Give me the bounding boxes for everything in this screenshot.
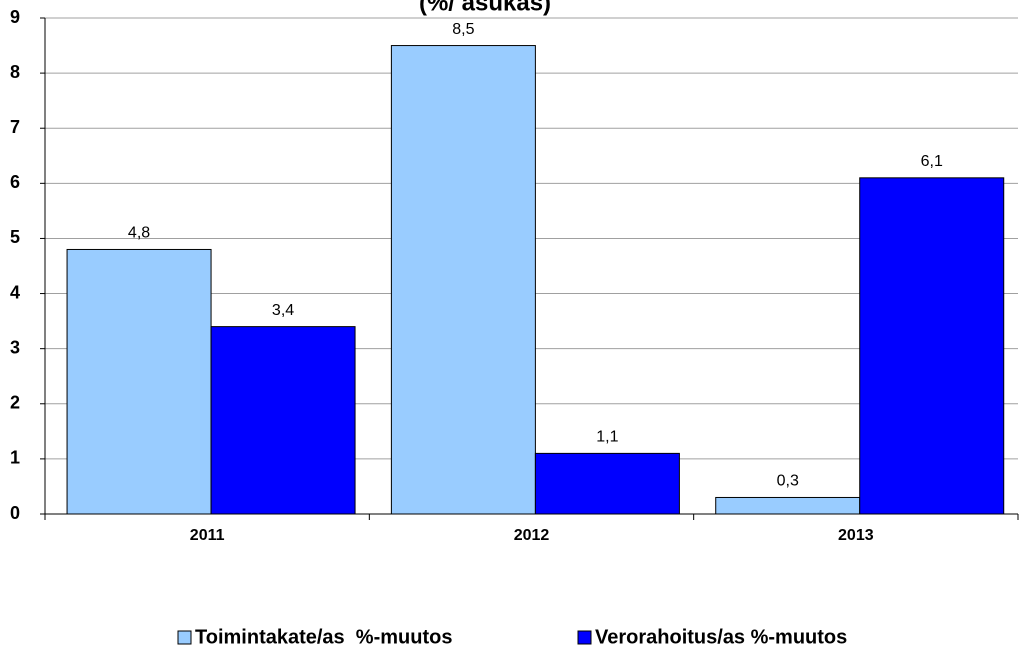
data-label: 0,3 [777, 473, 799, 490]
bar [859, 177, 1005, 515]
bar [715, 496, 861, 515]
data-label: 1,1 [596, 429, 618, 446]
x-tick-label: 2012 [514, 527, 550, 544]
bar [534, 452, 680, 515]
legend-swatch [177, 630, 192, 645]
y-tick-label: 3 [10, 337, 20, 357]
bar [390, 45, 536, 515]
y-tick-label: 6 [10, 172, 20, 192]
y-tick-label: 9 [10, 7, 20, 27]
y-tick-label: 7 [10, 117, 20, 137]
chart-title: (%/ asukas) [419, 0, 551, 16]
data-label: 8,5 [452, 21, 474, 38]
y-tick-label: 8 [10, 62, 20, 82]
legend-swatch [577, 630, 592, 645]
y-tick-label: 2 [10, 393, 20, 413]
x-tick-label: 2013 [838, 527, 874, 544]
bar [210, 326, 356, 515]
bar [66, 248, 212, 515]
y-tick-label: 1 [10, 448, 20, 468]
data-label: 6,1 [921, 153, 943, 170]
legend-label: Toimintakate/as %-muutos [195, 626, 452, 648]
y-tick-label: 4 [10, 282, 20, 302]
y-tick-label: 5 [10, 227, 20, 247]
data-label: 3,4 [272, 302, 294, 319]
data-label: 4,8 [128, 225, 150, 242]
y-tick-label: 0 [10, 503, 20, 523]
legend-label: Verorahoitus/as %-muutos [595, 626, 847, 648]
x-tick-label: 2011 [190, 527, 225, 544]
